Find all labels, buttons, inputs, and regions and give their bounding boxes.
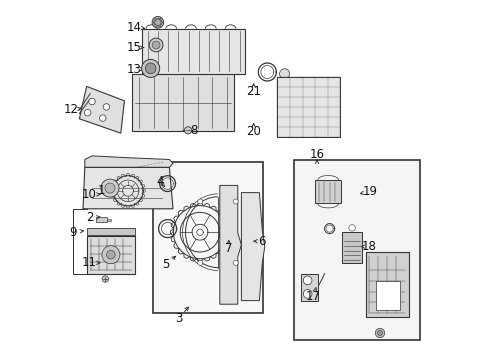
Circle shape bbox=[185, 127, 192, 134]
Circle shape bbox=[102, 276, 109, 282]
Polygon shape bbox=[242, 193, 265, 301]
Bar bbox=[366, 252, 409, 317]
Bar bbox=[87, 236, 135, 274]
Text: 4: 4 bbox=[157, 175, 164, 188]
Circle shape bbox=[101, 179, 119, 197]
Circle shape bbox=[102, 246, 120, 264]
Text: 8: 8 bbox=[190, 124, 197, 137]
Bar bbox=[87, 228, 135, 235]
Polygon shape bbox=[220, 185, 242, 304]
Text: 19: 19 bbox=[363, 185, 378, 198]
Circle shape bbox=[198, 260, 203, 265]
Text: 10: 10 bbox=[82, 188, 97, 201]
Circle shape bbox=[142, 59, 160, 77]
Circle shape bbox=[198, 199, 203, 204]
Text: 21: 21 bbox=[246, 85, 261, 98]
Bar bbox=[153, 162, 263, 313]
Circle shape bbox=[303, 276, 312, 285]
Bar bbox=[96, 217, 107, 222]
Text: 6: 6 bbox=[258, 235, 265, 248]
Text: 1: 1 bbox=[98, 184, 105, 197]
Circle shape bbox=[349, 225, 355, 231]
Circle shape bbox=[375, 328, 385, 338]
Circle shape bbox=[377, 330, 383, 336]
Text: 11: 11 bbox=[82, 256, 97, 269]
Polygon shape bbox=[85, 156, 173, 167]
Polygon shape bbox=[79, 86, 124, 133]
Circle shape bbox=[103, 104, 110, 110]
Circle shape bbox=[145, 63, 156, 74]
Bar bbox=[376, 281, 400, 310]
Text: 12: 12 bbox=[64, 103, 78, 116]
Text: 5: 5 bbox=[162, 258, 170, 271]
Circle shape bbox=[107, 251, 115, 259]
Circle shape bbox=[233, 199, 238, 204]
Circle shape bbox=[149, 38, 163, 52]
Circle shape bbox=[152, 17, 164, 28]
Bar bbox=[301, 274, 318, 301]
Bar bbox=[107, 219, 111, 221]
Text: 9: 9 bbox=[69, 226, 76, 239]
Circle shape bbox=[152, 41, 160, 49]
Circle shape bbox=[89, 98, 95, 105]
Text: 17: 17 bbox=[306, 291, 321, 303]
Text: 3: 3 bbox=[175, 312, 182, 325]
Circle shape bbox=[84, 109, 91, 116]
Text: 2: 2 bbox=[86, 211, 94, 224]
Bar bbox=[342, 232, 362, 263]
Bar bbox=[143, 29, 245, 74]
Circle shape bbox=[155, 19, 161, 26]
Circle shape bbox=[280, 69, 290, 79]
Text: 13: 13 bbox=[127, 63, 142, 76]
Polygon shape bbox=[83, 167, 173, 209]
Circle shape bbox=[233, 260, 238, 265]
Text: 14: 14 bbox=[126, 21, 142, 34]
Bar bbox=[315, 180, 341, 203]
Text: 7: 7 bbox=[225, 242, 233, 255]
Text: 15: 15 bbox=[127, 41, 142, 54]
Bar bbox=[294, 160, 419, 340]
Circle shape bbox=[99, 115, 106, 121]
Bar bbox=[277, 77, 341, 137]
Circle shape bbox=[105, 183, 115, 193]
Bar bbox=[132, 74, 234, 131]
Text: 16: 16 bbox=[310, 148, 324, 161]
Circle shape bbox=[303, 289, 312, 298]
Text: 18: 18 bbox=[362, 240, 377, 253]
Text: 20: 20 bbox=[246, 125, 261, 138]
